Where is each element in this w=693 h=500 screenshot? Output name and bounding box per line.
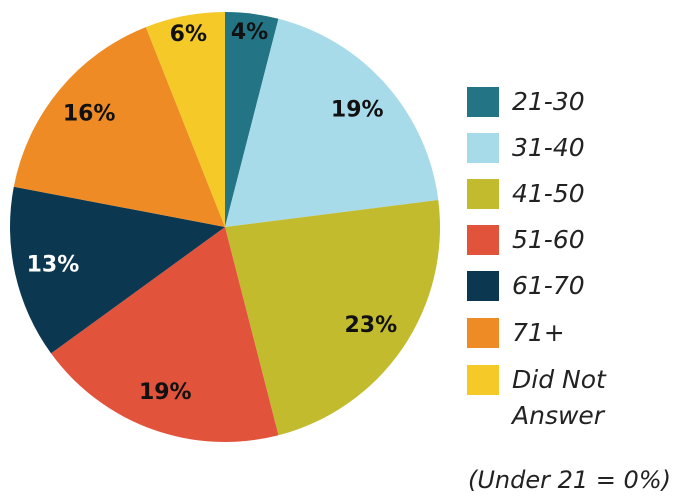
chart: 4% 19% 23% 19% 13% 16% 6% — [10, 11, 440, 443]
legend-label: Did Not Answer — [512, 365, 606, 430]
pie-slice — [13, 27, 225, 228]
legend-swatch — [467, 179, 499, 209]
legend-swatch — [467, 133, 499, 163]
legend-label: 71+ — [512, 318, 565, 347]
legend-swatch — [467, 365, 499, 395]
data-label: 4% — [231, 20, 268, 45]
legend-item: 31-40 — [467, 133, 662, 166]
legend-swatch — [467, 271, 499, 301]
pie-slice — [145, 11, 225, 227]
legend-swatch — [467, 87, 499, 117]
legend-label: 21-30 — [512, 87, 585, 116]
legend-item: 51-60 — [467, 225, 662, 258]
annotation: (Under 21 = 0%) — [468, 466, 671, 494]
legend-label: 31-40 — [512, 133, 585, 162]
legend-swatch — [467, 225, 499, 255]
legend-item: 21-30 — [467, 87, 662, 120]
pie-slice — [51, 227, 279, 443]
pie-slice — [225, 12, 279, 227]
pie-slice — [10, 186, 226, 354]
data-label: 23% — [344, 313, 397, 338]
legend-label: 51-60 — [512, 225, 585, 254]
legend-item: 41-50 — [467, 179, 662, 212]
data-label: 19% — [331, 97, 384, 122]
data-label: 19% — [139, 380, 192, 405]
legend-label: 41-50 — [512, 179, 585, 208]
legend-swatch — [467, 318, 499, 348]
legend-item: 71+ — [467, 318, 662, 351]
legend-item: 61-70 — [467, 271, 662, 304]
pie-slice — [225, 18, 439, 227]
legend-item: Did Not Answer — [467, 365, 622, 434]
data-label: 13% — [27, 252, 80, 277]
legend-label: 61-70 — [512, 271, 585, 300]
pie-slice — [225, 200, 440, 436]
data-label: 6% — [170, 22, 207, 47]
data-label: 16% — [63, 102, 116, 127]
